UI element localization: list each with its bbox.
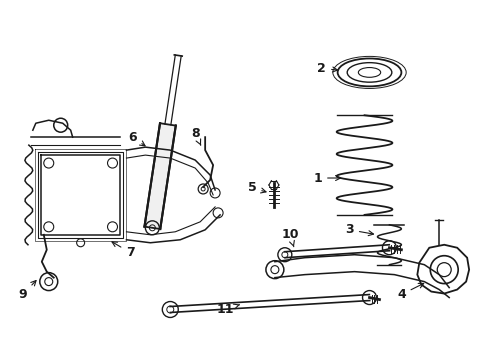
Text: 9: 9 <box>19 280 36 301</box>
Text: 4: 4 <box>396 283 423 301</box>
Text: 7: 7 <box>112 242 135 259</box>
Text: 2: 2 <box>317 62 337 75</box>
Text: 5: 5 <box>247 181 265 194</box>
Text: 10: 10 <box>281 228 298 247</box>
Text: 8: 8 <box>190 127 201 145</box>
Text: 1: 1 <box>313 171 340 185</box>
Text: 6: 6 <box>128 131 145 146</box>
Text: 3: 3 <box>345 223 373 236</box>
Text: 11: 11 <box>216 303 239 316</box>
Polygon shape <box>144 123 175 229</box>
